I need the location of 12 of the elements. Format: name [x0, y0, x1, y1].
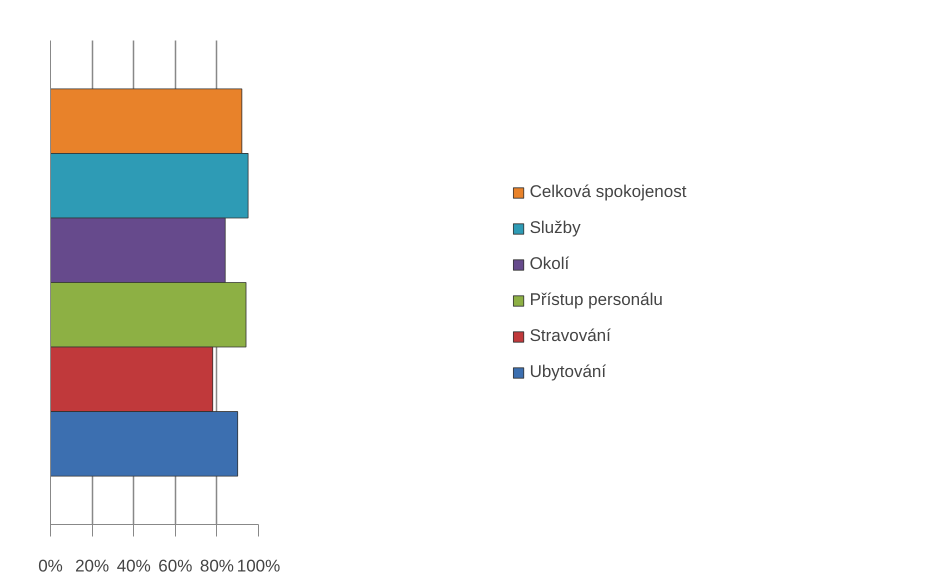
x-tick-label: 100%	[236, 556, 280, 576]
legend-label: Okolí	[530, 254, 570, 274]
legend-label: Služby	[530, 218, 581, 238]
legend-label: Ubytování	[530, 362, 606, 382]
legend-label: Přístup personálu	[530, 290, 663, 310]
x-tick-label: 40%	[116, 556, 151, 576]
legend-label: Stravování	[530, 326, 611, 346]
x-tick-label: 20%	[75, 556, 110, 576]
x-tick-label: 60%	[158, 556, 192, 576]
legend-label: Celková spokojenost	[530, 182, 686, 202]
x-tick-label: 80%	[200, 556, 234, 576]
x-tick-label: 0%	[38, 556, 63, 576]
